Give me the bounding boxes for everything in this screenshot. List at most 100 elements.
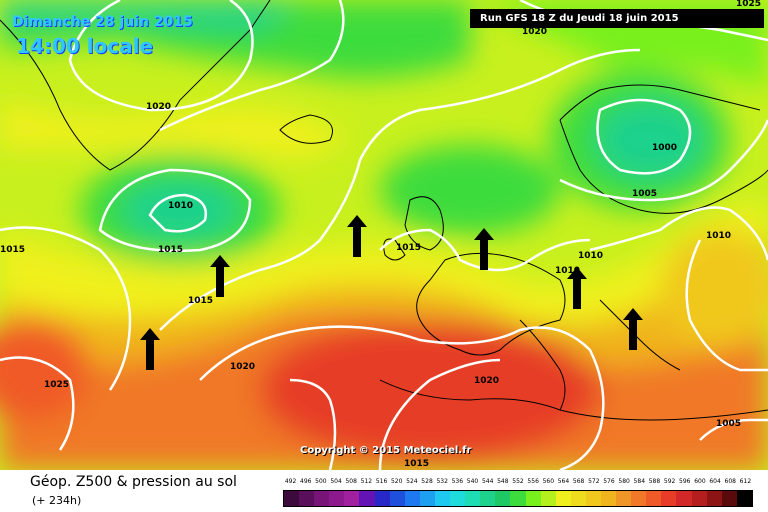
legend-swatch	[706, 491, 722, 506]
legend-swatch	[616, 491, 632, 506]
isobar-label: 1005	[632, 189, 657, 199]
legend-swatch	[570, 491, 586, 506]
legend-swatch	[374, 491, 390, 506]
legend-subtitle: (+ 234h)	[32, 494, 82, 507]
isobar-label: 1020	[474, 376, 499, 386]
legend-swatch	[691, 491, 707, 506]
legend-swatch	[419, 491, 435, 506]
legend-tick-label: 504	[330, 478, 342, 485]
isobar-label: 1020	[146, 102, 171, 112]
legend-tick-label: 516	[375, 478, 388, 485]
legend-swatch	[450, 491, 466, 506]
isobar-label: 1015	[158, 245, 183, 255]
legend-tick-label: 536	[451, 478, 464, 485]
legend-tick-label: 500	[315, 478, 327, 485]
legend-tick-label: 544	[481, 478, 494, 485]
legend-swatch	[284, 491, 300, 506]
isobars	[0, 0, 768, 470]
legend-swatch	[525, 491, 541, 506]
legend-tick-label: 492	[284, 478, 297, 485]
arrow-up-icon	[623, 308, 643, 350]
isobar-label: 1015	[0, 245, 25, 255]
legend-swatch	[359, 491, 375, 506]
legend-tick-label: 576	[603, 478, 615, 485]
forecast-date: Dimanche 28 juin 2015	[12, 14, 193, 30]
legend-tick-label: 588	[648, 478, 661, 485]
legend-tick-label: 512	[360, 478, 373, 485]
legend-swatch	[736, 491, 752, 506]
arrows	[140, 215, 643, 370]
legend-swatch	[480, 491, 496, 506]
legend-swatch	[676, 491, 692, 506]
isobar-label: 1025	[736, 0, 761, 9]
legend-tick-label: 560	[542, 478, 555, 485]
legend-tick-label: 592	[663, 478, 676, 485]
weather-map: 1025 1020 1020 1000 1005 1010 1010 1015 …	[0, 0, 768, 470]
legend-tick-label: 580	[618, 478, 630, 485]
legend-tick-label: 548	[497, 478, 509, 485]
legend-tick-label: 568	[572, 478, 585, 485]
legend-tick-label: 572	[588, 478, 600, 485]
isobar-label: 1015	[396, 243, 421, 253]
isobar-label: 1005	[716, 419, 741, 429]
legend-swatch	[314, 491, 330, 506]
legend-tick-label: 508	[345, 478, 357, 485]
isobar-label: 1025	[44, 380, 69, 390]
legend-swatch	[510, 491, 526, 506]
isobar-label: 1010	[168, 201, 193, 211]
isobar-label: 1010	[706, 231, 731, 241]
isobar-label: 1020	[522, 27, 547, 37]
legend-tick-label: 608	[724, 478, 736, 485]
arrow-up-icon	[210, 255, 230, 297]
isobar-label: 1015	[404, 459, 429, 469]
legend-tick-label: 604	[709, 478, 721, 485]
isobar-label: 1015	[188, 296, 213, 306]
legend-color-scale	[283, 490, 753, 507]
legend-tick-label: 532	[436, 478, 448, 485]
legend-tick-label: 612	[739, 478, 752, 485]
coastlines	[0, 0, 768, 421]
legend-tick-label: 520	[390, 478, 403, 485]
isobar-label: 1010	[578, 251, 603, 261]
legend-tick-label: 496	[300, 478, 312, 485]
legend-tick-label: 524	[406, 478, 418, 485]
legend-swatch	[329, 491, 345, 506]
isobar-label: 1020	[230, 362, 255, 372]
legend-swatch	[661, 491, 677, 506]
legend-swatch	[646, 491, 662, 506]
arrow-up-icon	[347, 215, 367, 257]
copyright: Copyright © 2015 Meteociel.fr	[300, 445, 472, 456]
legend-swatch	[495, 491, 511, 506]
legend-swatch	[299, 491, 315, 506]
legend-tick-label: 556	[527, 478, 539, 485]
isobar-label: 1010	[555, 266, 580, 276]
legend-swatch	[344, 491, 360, 506]
arrow-up-icon	[567, 267, 587, 309]
legend-title: Géop. Z500 & pression au sol	[30, 474, 237, 490]
legend-swatch	[404, 491, 420, 506]
legend-swatch	[585, 491, 601, 506]
legend-tick-label: 564	[557, 478, 570, 485]
legend-tick-labels: 492 496 500 504 508 512 516 520 524 528 532 536 540 5…	[283, 478, 753, 488]
legend-swatch	[540, 491, 556, 506]
arrow-up-icon	[474, 228, 494, 270]
forecast-time: 14:00 locale	[16, 34, 153, 58]
legend-swatch	[465, 491, 481, 506]
legend-tick-label: 552	[512, 478, 524, 485]
legend-swatch	[631, 491, 647, 506]
legend-swatch	[434, 491, 451, 506]
legend-swatch	[721, 491, 737, 506]
legend-swatch	[600, 491, 617, 506]
legend-tick-label: 600	[694, 478, 706, 485]
isobar-label: 1000	[652, 143, 677, 153]
legend-swatch	[555, 491, 571, 506]
run-info: Run GFS 18 Z du Jeudi 18 juin 2015	[470, 9, 764, 28]
legend-tick-label: 540	[466, 478, 479, 485]
arrow-up-icon	[140, 328, 160, 370]
legend-tick-label: 528	[421, 478, 433, 485]
isobar-labels: 1025 1020 1020 1000 1005 1010 1010 1015 …	[0, 0, 761, 469]
legend-tick-label: 596	[679, 478, 691, 485]
legend-tick-label: 584	[633, 478, 646, 485]
legend-swatch	[389, 491, 405, 506]
